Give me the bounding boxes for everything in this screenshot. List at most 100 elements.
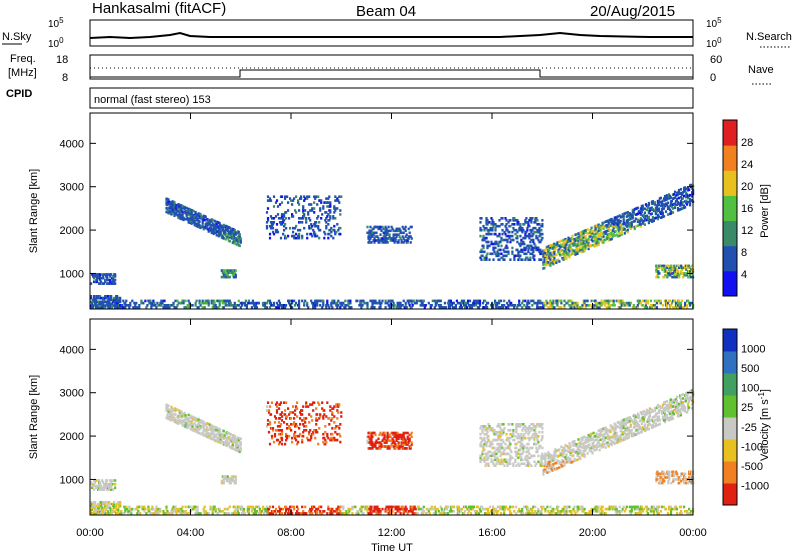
- echo-pixel: [362, 299, 365, 303]
- echo-pixel: [532, 299, 535, 303]
- echo-pixel: [686, 273, 689, 277]
- echo-pixel: [230, 231, 233, 234]
- echo-pixel: [498, 234, 501, 238]
- echo-pixel: [100, 486, 103, 490]
- echo-pixel: [512, 505, 515, 509]
- echo-pixel: [174, 507, 177, 511]
- echo-pixel: [195, 218, 198, 222]
- echo-pixel: [581, 505, 584, 509]
- echo-pixel: [217, 440, 220, 444]
- echo-pixel: [519, 254, 522, 258]
- echo-pixel: [620, 233, 623, 236]
- echo-pixel: [549, 260, 552, 263]
- echo-pixel: [280, 306, 284, 309]
- echo-pixel: [612, 301, 615, 305]
- echo-pixel: [188, 306, 191, 309]
- echo-pixel: [224, 475, 227, 478]
- echo-pixel: [553, 258, 556, 261]
- echo-pixel: [690, 275, 693, 279]
- echo-pixel: [227, 301, 230, 305]
- echo-pixel: [254, 512, 257, 515]
- echo-pixel: [289, 304, 292, 307]
- echo-pixel: [527, 234, 530, 238]
- echo-pixel: [521, 226, 524, 230]
- echo-pixel: [275, 199, 279, 202]
- echo-pixel: [543, 301, 546, 305]
- echo-pixel: [202, 426, 205, 429]
- echo-pixel: [299, 221, 302, 224]
- echo-pixel: [671, 306, 675, 309]
- echo-pixel: [673, 273, 676, 277]
- echo-pixel: [195, 426, 198, 430]
- echo-pixel: [622, 216, 625, 220]
- echo-pixel: [242, 510, 245, 513]
- echo-pixel: [310, 226, 313, 230]
- nave-top-label: 60: [710, 54, 722, 66]
- echo-pixel: [381, 237, 384, 240]
- echo-pixel: [301, 419, 304, 422]
- echo-pixel: [536, 219, 539, 222]
- echo-pixel: [90, 282, 93, 285]
- echo-pixel: [553, 256, 556, 259]
- echo-pixel: [302, 205, 305, 208]
- echo-pixel: [339, 440, 342, 444]
- echo-pixel: [500, 244, 503, 248]
- echo-pixel: [578, 237, 581, 241]
- echo-pixel: [309, 429, 312, 432]
- echo-pixel: [282, 232, 285, 236]
- echo-pixel: [215, 306, 218, 309]
- echo-pixel: [237, 512, 240, 515]
- echo-pixel: [295, 512, 298, 515]
- echo-pixel: [494, 226, 497, 230]
- echo-pixel: [607, 227, 610, 230]
- echo-pixel: [534, 226, 537, 230]
- echo-pixel: [195, 419, 198, 422]
- echo-pixel: [626, 230, 629, 234]
- echo-pixel: [334, 209, 337, 212]
- echo-pixel: [131, 299, 134, 303]
- echo-pixel: [109, 280, 112, 284]
- echo-pixel: [224, 271, 227, 274]
- echo-pixel: [434, 510, 437, 513]
- echo-pixel: [226, 233, 229, 236]
- echo-pixel: [516, 219, 519, 222]
- echo-pixel: [209, 225, 212, 228]
- echo-pixel: [239, 449, 242, 452]
- echo-pixel: [168, 212, 171, 215]
- echo-pixel: [633, 219, 636, 223]
- echo-pixel: [178, 211, 181, 214]
- echo-pixel: [172, 212, 175, 215]
- echo-pixel: [492, 224, 495, 228]
- echo-pixel: [605, 235, 608, 239]
- echo-pixel: [679, 301, 683, 305]
- echo-pixel: [340, 195, 343, 198]
- echo-pixel: [473, 510, 477, 513]
- echo-pixel: [222, 237, 225, 240]
- echo-pixel: [338, 432, 341, 436]
- echo-pixel: [449, 507, 452, 511]
- echo-pixel: [306, 232, 309, 236]
- echo-pixel: [686, 306, 689, 309]
- echo-pixel: [240, 512, 243, 515]
- echo-pixel: [518, 301, 521, 305]
- echo-pixel: [279, 401, 283, 404]
- echo-pixel: [302, 207, 305, 210]
- echo-pixel: [328, 417, 331, 420]
- echo-pixel: [607, 236, 610, 240]
- echo-pixel: [645, 505, 648, 509]
- echo-pixel: [485, 427, 488, 430]
- echo-pixel: [539, 232, 542, 236]
- echo-pixel: [299, 228, 302, 232]
- echo-pixel: [517, 304, 520, 307]
- echo-pixel: [462, 512, 466, 515]
- echo-pixel: [670, 268, 673, 271]
- echo-pixel: [245, 306, 248, 309]
- echo-pixel: [563, 299, 566, 303]
- echo-pixel: [494, 228, 497, 232]
- echo-pixel: [286, 415, 289, 418]
- echo-pixel: [557, 512, 560, 515]
- echo-pixel: [269, 215, 273, 218]
- echo-pixel: [495, 507, 498, 511]
- echo-pixel: [283, 228, 286, 232]
- echo-pixel: [160, 299, 163, 303]
